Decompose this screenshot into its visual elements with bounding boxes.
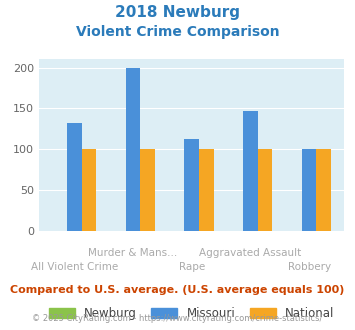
- Legend: Newburg, Missouri, National: Newburg, Missouri, National: [44, 302, 339, 325]
- Bar: [243, 111, 258, 231]
- Text: All Violent Crime: All Violent Crime: [31, 262, 118, 272]
- Text: Aggravated Assault: Aggravated Assault: [199, 248, 301, 258]
- Bar: [258, 149, 272, 231]
- Text: Violent Crime Comparison: Violent Crime Comparison: [76, 25, 279, 39]
- Bar: [82, 149, 96, 231]
- Bar: [140, 149, 155, 231]
- Bar: [199, 149, 214, 231]
- Bar: [184, 140, 199, 231]
- Text: 2018 Newburg: 2018 Newburg: [115, 5, 240, 20]
- Text: Robbery: Robbery: [288, 262, 331, 272]
- Bar: [67, 123, 82, 231]
- Bar: [302, 149, 316, 231]
- Text: Compared to U.S. average. (U.S. average equals 100): Compared to U.S. average. (U.S. average …: [10, 285, 345, 295]
- Text: Rape: Rape: [179, 262, 205, 272]
- Bar: [316, 149, 331, 231]
- Bar: [126, 68, 140, 231]
- Text: Murder & Mans...: Murder & Mans...: [88, 248, 178, 258]
- Text: © 2025 CityRating.com - https://www.cityrating.com/crime-statistics/: © 2025 CityRating.com - https://www.city…: [32, 314, 323, 323]
